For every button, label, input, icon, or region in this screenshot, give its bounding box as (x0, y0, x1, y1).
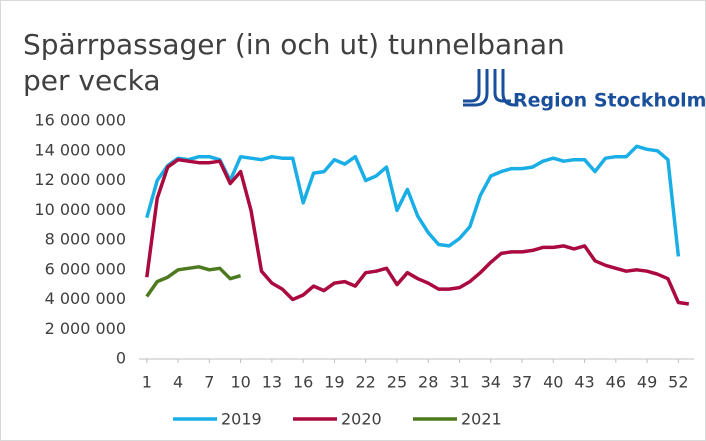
x-tick-label: 1 (142, 373, 152, 392)
x-tick-label: 28 (418, 373, 438, 392)
y-tick-label: 8 000 000 (45, 230, 126, 249)
x-tick-label: 37 (512, 373, 532, 392)
x-tick-label: 40 (543, 373, 563, 392)
logo-icon (463, 69, 517, 107)
y-tick-label: 12 000 000 (34, 170, 126, 189)
x-tick-label: 49 (637, 373, 657, 392)
y-tick-label: 16 000 000 (34, 111, 126, 130)
x-tick-label: 25 (387, 373, 407, 392)
series-line (145, 265, 242, 298)
x-tick-label: 7 (204, 373, 214, 392)
legend-label: 2020 (341, 410, 382, 429)
x-tick-label: 34 (481, 373, 501, 392)
x-tick-label: 4 (173, 373, 183, 392)
chart-title: Spärrpassager (in och ut) tunnelbanan pe… (23, 28, 565, 97)
legend-label: 2019 (221, 410, 262, 429)
series-line (145, 144, 681, 257)
x-tick-label: 10 (230, 373, 250, 392)
y-tick-label: 10 000 000 (34, 200, 126, 219)
x-tick-label: 19 (324, 373, 344, 392)
series-line (145, 157, 690, 306)
x-tick-label: 31 (449, 373, 469, 392)
legend-label: 2021 (461, 410, 502, 429)
y-tick-label: 2 000 000 (45, 319, 126, 338)
logo-text: Region Stockholm (513, 90, 705, 112)
x-tick-label: 43 (574, 373, 594, 392)
x-tick-label: 46 (606, 373, 626, 392)
y-tick-label: 4 000 000 (45, 289, 126, 308)
x-tick-label: 16 (293, 373, 313, 392)
y-tick-label: 6 000 000 (45, 259, 126, 278)
x-tick-label: 52 (668, 373, 688, 392)
x-tick-label: 22 (356, 373, 376, 392)
x-tick-label: 13 (262, 373, 282, 392)
y-tick-label: 0 (116, 349, 126, 368)
y-tick-label: 14 000 000 (34, 140, 126, 159)
